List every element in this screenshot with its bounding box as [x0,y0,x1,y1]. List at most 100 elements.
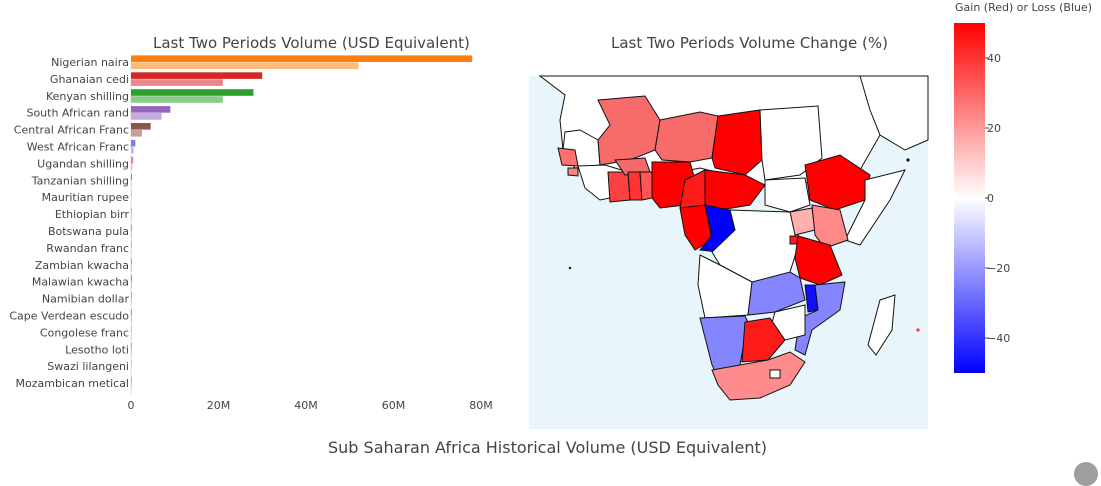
bar-latest-period[interactable] [131,106,171,113]
bar-category-label: Botswana pula [48,225,129,238]
bar-x-tick-label: 20M [207,399,231,412]
bar-category-labels: Nigerian naira Ghanaian cedi Kenyan shilli… [9,56,129,390]
bar-category-label: Malawian kwacha [32,276,129,289]
bar-latest-period[interactable] [131,359,132,367]
bar-x-ticks: 0 20M 40M 60M 80M [128,399,493,412]
map-chart-title: Last Two Periods Volume Change (%) [611,34,888,52]
colorbar-tick-label: −20 [987,262,1010,275]
map-region-south-africa [711,351,806,401]
bar-latest-period[interactable] [131,123,151,130]
bar-latest-period[interactable] [131,55,473,62]
bar-category-label: West African Franc [27,141,129,154]
bar-category-label: Kenyan shilling [46,90,129,103]
bar-x-tick-label: 0 [128,399,135,412]
bar-category-label: Swazi lilangeni [47,360,129,373]
bar-previous-period[interactable] [131,265,132,272]
africa-choropleth-map [529,75,929,429]
bar-previous-period[interactable] [131,96,223,103]
bar-latest-period[interactable] [131,258,132,265]
map-region-uganda [789,207,816,236]
bar-category-label: Tanzanian shilling [31,174,129,187]
map-region-botswana [741,317,786,363]
bar-chart-title: Last Two Periods Volume (USD Equivalent) [153,34,470,52]
bar-previous-period[interactable] [131,180,132,188]
bar-latest-period[interactable] [131,376,132,384]
map-island-dot [906,158,910,162]
bar-category-label: Cape Verdean escudo [9,310,129,323]
bar-latest-period[interactable] [131,173,132,181]
bar-latest-period[interactable] [131,156,134,164]
bar-previous-period[interactable] [131,332,132,340]
figure-canvas: 0 20M 40M 60M 80M Nigerian naira Ghanaian ced… [9,23,1010,429]
map-region-togo-benin [639,171,653,201]
bar-category-label: Mozambican metical [16,377,129,390]
map-region-guinea-bissau [567,167,579,177]
bar-latest-period[interactable] [131,72,263,79]
colorbar-title: Gain (Red) or Loss (Blue) [955,1,1093,14]
bar-latest-period[interactable] [131,139,136,147]
scroll-to-top-button[interactable] [1074,462,1098,486]
bar-category-label: Ethiopian birr [55,208,130,221]
bar-category-label: South African rand [26,107,129,120]
colorbar-tick-label: 0 [987,192,994,205]
bar-category-label: Central African Franc [14,124,129,137]
bar-previous-period[interactable] [131,248,132,255]
bar-previous-period[interactable] [131,366,132,374]
bar-previous-period[interactable] [131,282,132,289]
map-region-niger [654,111,719,163]
bar-latest-period[interactable] [131,89,254,96]
bar-latest-period[interactable] [131,275,132,282]
bar-latest-period[interactable] [131,224,132,231]
colorbar-tick-label: −40 [987,332,1010,345]
bar-latest-period[interactable] [131,241,132,248]
bar-category-label: Lesotho loti [65,343,129,356]
bar-previous-period[interactable] [131,79,223,86]
map-region-madagascar [867,294,896,356]
map-region-arabia-edge [859,75,929,151]
map-region-horn-somalia [844,169,906,246]
bar-latest-period[interactable] [131,292,132,299]
bar-latest-period[interactable] [131,325,132,333]
bar-latest-period[interactable] [131,190,132,198]
bar-x-tick-label: 60M [382,399,406,412]
bar-previous-period[interactable] [131,315,132,323]
bar-previous-period[interactable] [131,197,132,205]
bar-previous-period[interactable] [131,299,132,306]
colorbar [954,23,985,373]
colorbar-gradient [954,23,985,373]
bar-category-label: Rwandan franc [46,242,129,255]
bar-previous-period[interactable] [131,163,133,171]
bar-previous-period[interactable] [131,113,162,120]
bar-category-label: Zambian kwacha [35,259,129,272]
map-mauritius-dot [916,328,920,332]
bar-latest-period[interactable] [131,308,132,316]
bar-previous-period[interactable] [131,383,132,391]
map-region-cote-divoire [607,171,631,203]
bar-x-tick-label: 40M [294,399,318,412]
map-region-zambia [747,271,806,316]
bar-category-label: Ugandan shilling [37,157,129,170]
map-island-dot [568,266,572,270]
map-region-sudan [759,105,823,181]
bar-x-tick-label: 80M [469,399,493,412]
colorbar-tick-label: 20 [987,122,1001,135]
bar-previous-period[interactable] [131,214,132,222]
colorbar-tick-label: 40 [987,52,1001,65]
colorbar-ticks: 40 20 0 −20 −40 [985,52,1010,345]
bar-latest-period[interactable] [131,342,132,350]
bar-previous-period[interactable] [131,349,132,357]
map-region-chad [711,109,763,176]
bar-category-label: Congolese franc [40,326,129,339]
bar-marks [131,55,473,391]
bar-category-label: Nigerian naira [51,56,129,69]
map-region-mozambique [794,281,846,356]
bar-latest-period[interactable] [131,207,132,215]
bar-category-label: Mauritian rupee [42,191,130,204]
bar-previous-period[interactable] [131,231,132,238]
map-region-kenya [811,204,849,249]
bar-previous-period[interactable] [131,146,134,154]
map-region-south-sudan [764,177,811,213]
bar-previous-period[interactable] [131,130,142,137]
bar-category-label: Namibian dollar [42,293,130,306]
bar-previous-period[interactable] [131,62,359,69]
